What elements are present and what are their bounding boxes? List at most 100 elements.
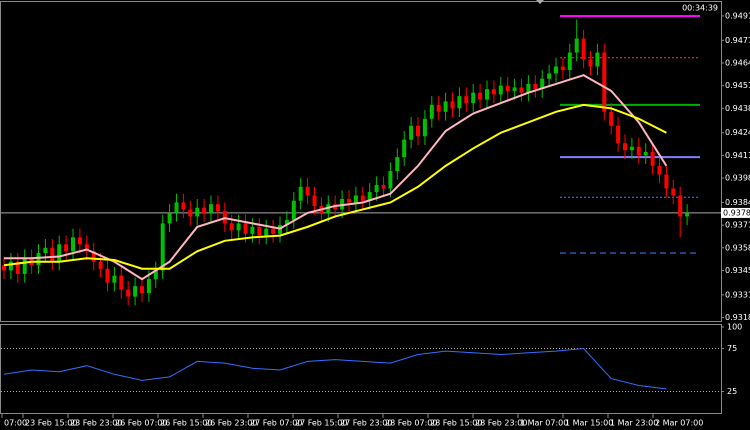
candle-body	[540, 78, 545, 90]
moving-average	[3, 103, 667, 270]
candle-body	[657, 165, 662, 175]
candle-body	[478, 92, 483, 100]
candle-body	[195, 207, 200, 217]
y-tick-label: 100	[727, 323, 742, 332]
candle-body	[284, 219, 289, 226]
candle-body	[374, 185, 379, 193]
x-tick-label: 1 Mar 07:00	[520, 419, 568, 428]
candle-body	[15, 261, 20, 274]
y-tick-label: 0.9477	[725, 36, 750, 45]
candle-body	[8, 261, 13, 271]
candle-body	[264, 228, 269, 236]
candle-body	[202, 207, 207, 213]
candle-body	[533, 83, 538, 90]
x-tick-label: 23 Feb 15:00	[25, 419, 77, 428]
candle-body	[381, 185, 386, 189]
candle-body	[388, 171, 393, 189]
y-tick-label: 0.9384	[725, 198, 750, 207]
shift-marker	[536, 0, 544, 4]
candle-body	[464, 96, 469, 104]
candle-body	[664, 174, 669, 189]
candle-body	[416, 125, 420, 137]
y-tick-label: 0.9491	[725, 11, 750, 20]
candle-body	[429, 104, 434, 119]
candle-body	[457, 96, 462, 109]
x-tick-label: 27 Feb 15:00	[295, 419, 347, 428]
candle-body	[50, 247, 55, 262]
y-tick-label: 75	[727, 344, 737, 353]
x-tick-label: 27 Feb 07:00	[250, 419, 302, 428]
candle-body	[436, 104, 441, 112]
candle-body	[409, 125, 414, 140]
candle-body	[367, 192, 372, 201]
y-tick-label: 0.9318	[725, 313, 750, 322]
candle-body	[140, 286, 144, 294]
moving-average	[4, 74, 668, 281]
candle-body	[305, 186, 310, 196]
x-tick-label: 2 Mar 07:00	[655, 419, 703, 428]
y-tick-label: 0.9424	[725, 128, 750, 137]
candle-body	[215, 204, 220, 212]
candle-body	[471, 92, 476, 104]
x-tick-label: 28 Feb 23:00	[475, 419, 527, 428]
candle-body	[43, 247, 48, 254]
candle-body	[512, 87, 517, 91]
candle-body	[505, 85, 510, 91]
y-tick-label: 0.9371	[725, 221, 750, 230]
y-tick-label: 25	[727, 387, 737, 396]
candle-body	[91, 251, 96, 262]
y-tick-label: 0.9464	[725, 59, 750, 68]
x-tick-label: 23 Feb 23:00	[70, 419, 122, 428]
x-tick-label: 26 Feb 23:00	[205, 419, 257, 428]
candle-body	[126, 289, 131, 297]
candle-body	[229, 223, 234, 231]
candle-body	[491, 89, 496, 95]
candle-body	[71, 237, 75, 252]
indicator-line	[3, 347, 667, 390]
candle-body	[671, 188, 676, 196]
main-panel-frame	[0, 1, 722, 322]
candle-body	[209, 204, 213, 213]
candle-body	[167, 212, 172, 224]
x-tick-label: 27 Feb 23:00	[340, 419, 392, 428]
candle-body	[636, 146, 641, 156]
candle-body	[105, 268, 110, 283]
x-tick-label: 07:00	[4, 419, 27, 428]
y-tick-label: 0.9358	[725, 243, 750, 252]
candle-body	[560, 66, 565, 70]
candle-body	[347, 198, 351, 203]
candle-body	[153, 270, 158, 280]
candle-body	[547, 73, 552, 79]
candle-body	[402, 139, 407, 158]
candle-body	[443, 101, 448, 112]
candle-body	[574, 38, 579, 53]
candle-body	[250, 226, 255, 234]
y-tick-label: 0.9438	[725, 104, 750, 113]
candle-body	[2, 265, 6, 271]
candle-body	[291, 200, 296, 220]
candle-body	[678, 195, 683, 217]
candle-body	[271, 228, 276, 234]
candle-body	[236, 223, 241, 231]
candle-body	[629, 146, 634, 151]
candle-body	[160, 223, 165, 271]
candle-body	[588, 59, 593, 67]
candle-body	[623, 143, 627, 151]
candle-body	[174, 202, 179, 213]
candle-body	[498, 85, 503, 95]
x-tick-label: 26 Feb 07:00	[115, 419, 167, 428]
candle-body	[616, 125, 621, 144]
candle-body	[609, 111, 614, 126]
candle-body	[36, 253, 41, 266]
candle-body	[581, 38, 586, 60]
candle-body	[188, 209, 193, 217]
candle-body	[395, 157, 400, 172]
candle-body	[84, 244, 89, 252]
y-tick-label: 0.9411	[725, 151, 750, 160]
candle-body	[602, 52, 607, 112]
candle-body	[360, 195, 365, 201]
candle-body	[567, 52, 572, 70]
candle-body	[643, 151, 648, 156]
